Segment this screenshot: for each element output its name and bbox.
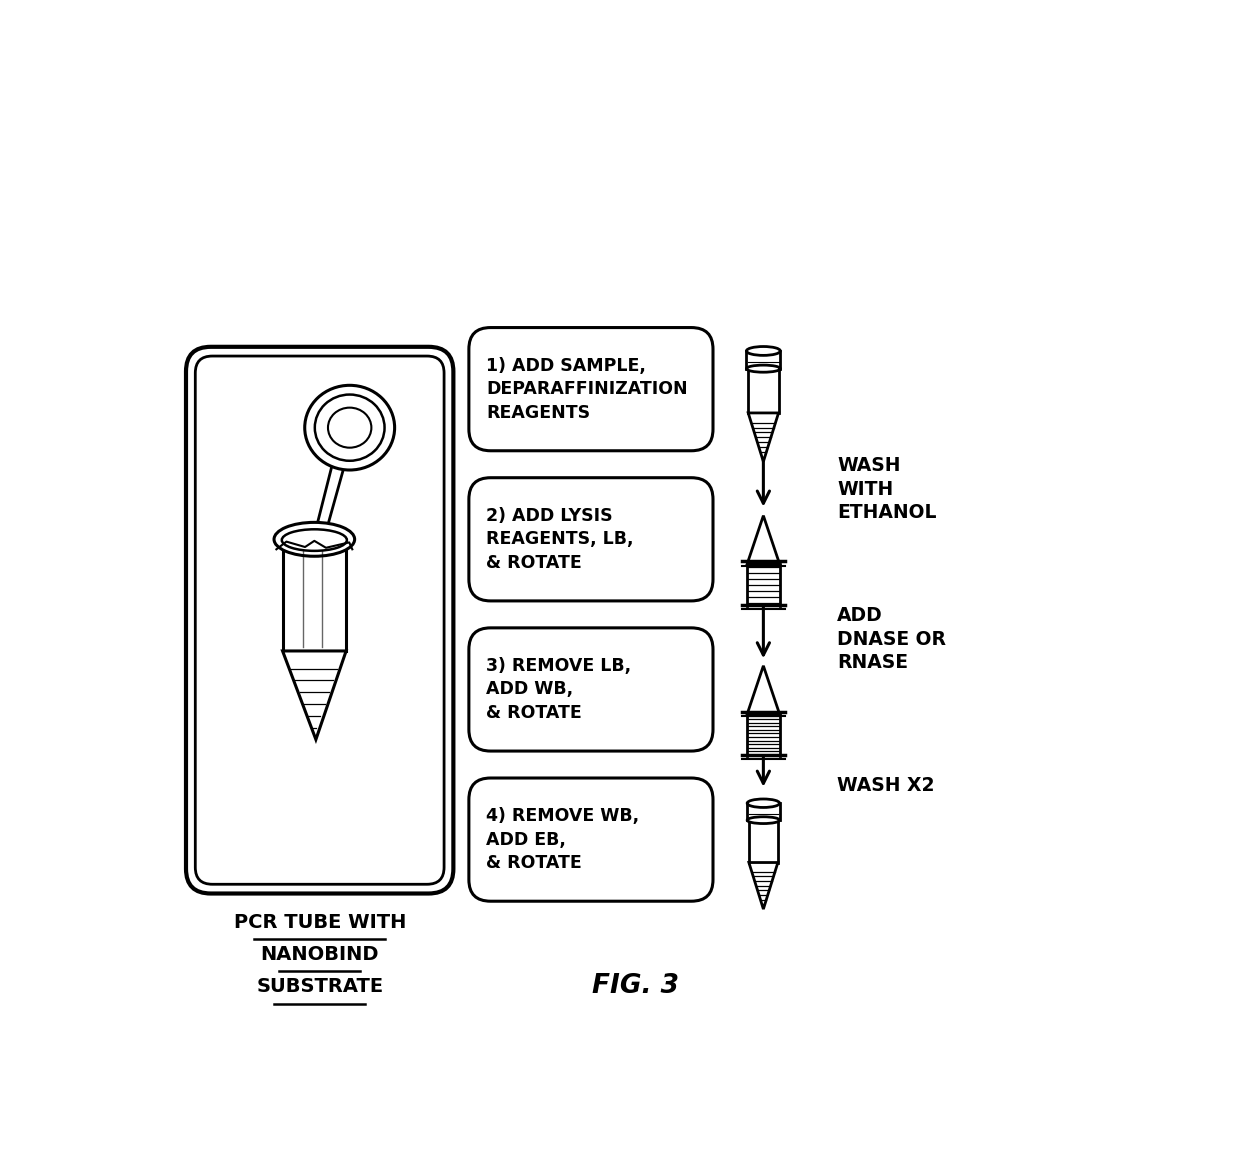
FancyBboxPatch shape [748, 369, 779, 413]
Text: 4) REMOVE WB,
ADD EB,
& ROTATE: 4) REMOVE WB, ADD EB, & ROTATE [486, 807, 639, 872]
Polygon shape [316, 466, 345, 526]
Text: NANOBIND: NANOBIND [260, 945, 379, 964]
FancyBboxPatch shape [469, 627, 713, 751]
Text: 1) ADD SAMPLE,
DEPARAFFINIZATION
REAGENTS: 1) ADD SAMPLE, DEPARAFFINIZATION REAGENT… [486, 356, 687, 421]
Text: SUBSTRATE: SUBSTRATE [257, 978, 383, 996]
Text: 3) REMOVE LB,
ADD WB,
& ROTATE: 3) REMOVE LB, ADD WB, & ROTATE [486, 656, 631, 722]
FancyBboxPatch shape [749, 821, 777, 863]
Polygon shape [283, 651, 346, 739]
FancyBboxPatch shape [469, 778, 713, 901]
Ellipse shape [746, 365, 780, 372]
Text: WASH
WITH
ETHANOL: WASH WITH ETHANOL [837, 456, 936, 523]
FancyBboxPatch shape [748, 563, 780, 606]
Ellipse shape [748, 799, 780, 808]
Ellipse shape [329, 407, 372, 448]
Ellipse shape [305, 385, 394, 470]
Text: 2) ADD LYSIS
REAGENTS, LB,
& ROTATE: 2) ADD LYSIS REAGENTS, LB, & ROTATE [486, 506, 634, 572]
FancyBboxPatch shape [283, 539, 346, 651]
FancyBboxPatch shape [469, 477, 713, 601]
Ellipse shape [274, 523, 355, 556]
Text: WASH X2: WASH X2 [837, 776, 935, 795]
FancyBboxPatch shape [186, 347, 454, 894]
Ellipse shape [746, 347, 780, 355]
Text: PCR TUBE WITH: PCR TUBE WITH [233, 913, 405, 931]
Text: FIG. 3: FIG. 3 [591, 973, 680, 999]
Polygon shape [749, 863, 777, 909]
FancyBboxPatch shape [748, 714, 780, 757]
FancyBboxPatch shape [196, 356, 444, 885]
Polygon shape [748, 666, 780, 714]
Ellipse shape [315, 395, 384, 461]
FancyBboxPatch shape [469, 327, 713, 450]
Text: ADD
DNASE OR
RNASE: ADD DNASE OR RNASE [837, 606, 946, 673]
Polygon shape [748, 413, 779, 462]
Ellipse shape [281, 530, 347, 551]
Ellipse shape [748, 817, 780, 824]
Polygon shape [748, 516, 780, 563]
